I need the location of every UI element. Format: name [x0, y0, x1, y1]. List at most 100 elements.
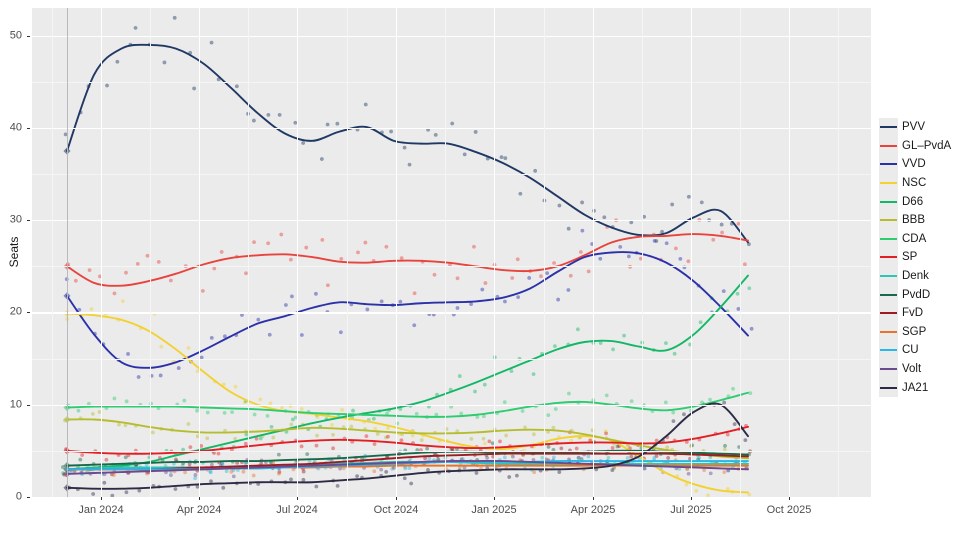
poll-point — [399, 256, 404, 261]
poll-point — [490, 441, 495, 446]
poll-point — [180, 463, 185, 468]
poll-point — [670, 202, 675, 207]
poll-point — [516, 295, 521, 300]
legend-item-cda[interactable]: CDA — [879, 229, 951, 249]
legend-item-label: PvdD — [902, 288, 931, 301]
poll-point — [192, 86, 197, 91]
legend-item-label: CU — [902, 344, 919, 357]
poll-point — [520, 409, 525, 413]
poll-point — [460, 457, 465, 461]
poll-point — [256, 317, 261, 322]
poll-point — [269, 425, 274, 429]
poll-point — [725, 432, 730, 437]
poll-point — [694, 488, 699, 493]
poll-point — [391, 465, 396, 470]
legend-item-label: SP — [902, 251, 918, 264]
poll-point — [267, 332, 272, 337]
poll-point — [686, 259, 691, 264]
poll-point — [288, 257, 293, 262]
poll-point — [604, 431, 608, 436]
poll-point — [699, 200, 704, 205]
poll-point — [588, 438, 593, 443]
legend-item-volt[interactable]: Volt — [879, 359, 951, 379]
legend-swatch-icon — [879, 285, 898, 304]
poll-point — [610, 446, 615, 450]
gridline-y-major — [32, 127, 871, 130]
poll-point — [384, 244, 389, 249]
poll-point — [335, 121, 340, 126]
gridline-y-minor — [32, 174, 871, 175]
legend-item-denk[interactable]: Denk — [879, 266, 951, 286]
legend-item-pvdd[interactable]: PvdD — [879, 285, 951, 304]
legend-item-pvv[interactable]: PVV — [879, 118, 951, 137]
legend-item-vvd[interactable]: VVD — [879, 155, 951, 174]
poll-point — [664, 341, 668, 346]
legend-item-bbb[interactable]: BBB — [879, 210, 951, 230]
poll-point — [723, 443, 727, 448]
poll-point — [736, 221, 741, 226]
poll-point — [258, 436, 263, 441]
poll-point — [642, 214, 647, 219]
poll-point — [220, 462, 225, 467]
trend-line-pvv — [66, 43, 749, 244]
poll-point — [234, 84, 239, 89]
poll-point — [747, 492, 752, 497]
x-axis-tick-label: Oct 2024 — [373, 504, 419, 516]
legend-item-fvd[interactable]: FvD — [879, 303, 951, 323]
poll-point — [425, 446, 430, 451]
poll-point — [222, 410, 227, 415]
legend-item-label: PVV — [902, 121, 926, 134]
gridline-x-major — [297, 8, 299, 497]
poll-point — [664, 241, 669, 246]
poll-point — [186, 422, 191, 426]
poll-point — [156, 260, 161, 264]
poll-point — [293, 415, 298, 420]
poll-point — [557, 470, 562, 474]
legend-item-cu[interactable]: CU — [879, 341, 951, 360]
x-axis-tick-mark — [789, 497, 790, 500]
legend-item-label: D66 — [902, 195, 924, 208]
poll-point — [271, 460, 276, 465]
poll-point — [622, 333, 626, 338]
poll-point — [586, 454, 591, 459]
poll-point — [137, 488, 142, 493]
poll-point — [63, 132, 68, 137]
legend-item-ja21[interactable]: JA21 — [879, 378, 951, 397]
poll-point — [365, 307, 370, 312]
legend-item-d66[interactable]: D66 — [879, 192, 951, 211]
poll-point — [598, 256, 603, 261]
poll-point — [266, 241, 271, 246]
poll-point — [231, 474, 236, 479]
poll-point — [451, 312, 456, 317]
poll-point — [682, 412, 686, 417]
poll-point — [301, 469, 306, 474]
poll-point — [663, 400, 668, 405]
gridline-y-minor — [32, 81, 871, 83]
legend-swatch-icon — [879, 118, 898, 137]
poll-point — [399, 438, 404, 443]
poll-point — [208, 470, 213, 475]
legend-item-nsc[interactable]: NSC — [879, 173, 951, 193]
poll-point — [78, 457, 83, 462]
poll-point — [503, 156, 508, 161]
poll-point — [69, 469, 74, 474]
poll-point — [164, 448, 169, 453]
poll-point — [482, 441, 487, 446]
poll-point — [540, 455, 545, 460]
legend-item-gl-pvda[interactable]: GL–PvdA — [879, 136, 951, 156]
x-axis-tick-label: Apr 2024 — [176, 504, 222, 516]
poll-point — [169, 473, 173, 478]
poll-point — [629, 399, 634, 404]
poll-point — [487, 439, 492, 444]
poll-point — [604, 393, 609, 398]
legend-swatch-icon — [879, 341, 898, 360]
poll-point — [586, 269, 591, 274]
y-axis-tick-label: 40 — [9, 121, 22, 134]
poll-point — [209, 479, 213, 484]
poll-point — [124, 490, 129, 495]
poll-point — [284, 429, 289, 434]
poll-point — [299, 407, 304, 411]
legend-item-sp[interactable]: SP — [879, 248, 951, 267]
y-axis-tick-label: 30 — [9, 213, 22, 226]
legend-item-sgp[interactable]: SGP — [879, 322, 951, 342]
